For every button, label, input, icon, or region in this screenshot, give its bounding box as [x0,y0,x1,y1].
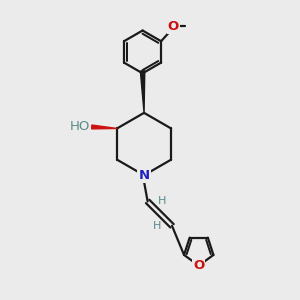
Text: O: O [168,20,179,33]
Polygon shape [92,125,117,129]
Text: H: H [153,221,162,231]
Text: N: N [139,169,150,182]
Text: HO: HO [70,121,90,134]
Text: O: O [193,259,204,272]
Polygon shape [140,71,145,113]
Text: H: H [158,196,166,206]
